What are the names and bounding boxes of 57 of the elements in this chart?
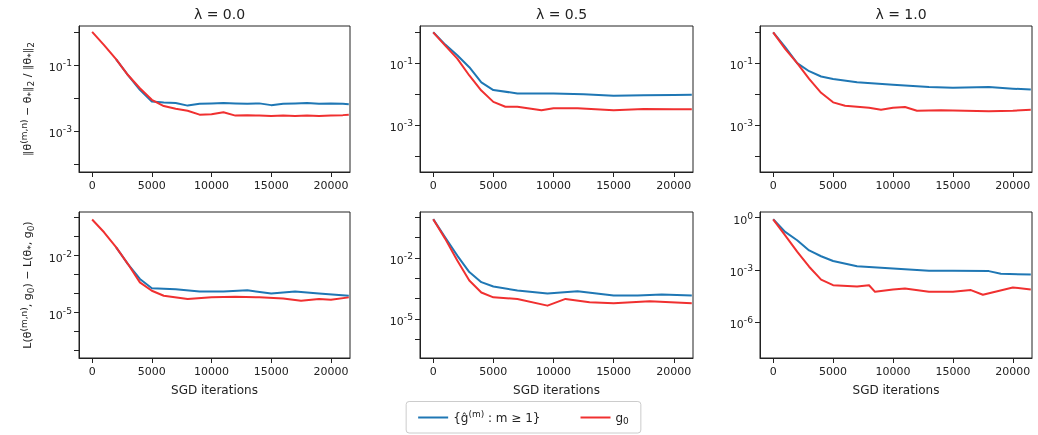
- x-tick-label: 5000: [819, 365, 848, 378]
- y-tick-label: 10$^{-5}$: [389, 310, 413, 328]
- x-tick-label: 5000: [819, 179, 848, 192]
- line-series: [772, 218, 1032, 276]
- y-tick-label: 10$^{-2}$: [48, 247, 72, 265]
- y-tick-label: 10$^{-1}$: [729, 55, 753, 72]
- x-tick-label: 10000: [194, 179, 230, 192]
- x-tick-label: 20000: [313, 179, 349, 192]
- x-tick-label: 5000: [479, 179, 508, 192]
- x-tick-label: 15000: [935, 365, 971, 378]
- line-series: [91, 30, 350, 118]
- text: L(θ(m,n), g0) − L(θ*, g0): [18, 221, 36, 349]
- chart-title: λ = 0.0: [193, 6, 246, 22]
- y-tick-label: 10$^{-3}$: [48, 123, 72, 141]
- x-tick-label: 20000: [656, 365, 692, 378]
- y-tick-label: 10$^{-2}$: [389, 249, 413, 267]
- x-axis-title: SGD iterations: [513, 383, 600, 397]
- x-tick-label: 15000: [596, 179, 632, 192]
- y-tick-label: 10$^{-1}$: [389, 55, 413, 72]
- line-series: [772, 218, 1032, 296]
- y-tick-label: 10$^{-1}$: [48, 57, 72, 74]
- x-tick-label: 10000: [535, 179, 571, 192]
- x-axis-title: SGD iterations: [852, 383, 940, 397]
- x-tick-label: 5000: [137, 179, 166, 192]
- y-tick-label: 10$^{-3}$: [729, 116, 753, 134]
- line-series: [91, 218, 350, 302]
- x-tick-label: 20000: [656, 179, 692, 192]
- y-tick-label: 10$^{-3}$: [729, 261, 753, 279]
- x-tick-label: 15000: [935, 179, 971, 192]
- x-tick-label: 10000: [875, 179, 911, 192]
- x-tick-label: 10000: [535, 365, 571, 378]
- x-tick-label: 10000: [194, 365, 230, 378]
- chart-title: λ = 0.5: [535, 6, 588, 22]
- x-tick-label: 20000: [313, 365, 349, 378]
- chart-title: λ = 1.0: [875, 6, 927, 22]
- x-tick-label: 0: [769, 179, 777, 192]
- x-axis-title: SGD iterations: [171, 383, 258, 397]
- text: ‖θ(m,n) − θ*‖2 / ‖θ*‖2: [18, 42, 36, 156]
- line-series: [432, 31, 693, 112]
- y-tick-label: 10$^{-6}$: [729, 313, 753, 331]
- x-tick-label: 15000: [253, 179, 289, 192]
- y-tick-label: 10$^{-3}$: [389, 116, 413, 134]
- line-series: [772, 31, 1032, 113]
- x-tick-label: 0: [429, 365, 437, 378]
- x-tick-label: 5000: [137, 365, 166, 378]
- x-tick-label: 0: [429, 179, 437, 192]
- x-tick-label: 5000: [479, 365, 508, 378]
- x-tick-label: 0: [88, 365, 96, 378]
- x-tick-label: 20000: [995, 179, 1031, 192]
- y-tick-label: 10$^{0}$: [733, 209, 753, 227]
- x-tick-label: 20000: [995, 365, 1031, 378]
- x-tick-label: 15000: [253, 365, 289, 378]
- y-tick-label: 10$^{-5}$: [48, 304, 72, 322]
- x-tick-label: 0: [769, 365, 777, 378]
- x-tick-label: 0: [88, 179, 96, 192]
- x-tick-label: 15000: [596, 365, 632, 378]
- x-tick-label: 10000: [875, 365, 911, 378]
